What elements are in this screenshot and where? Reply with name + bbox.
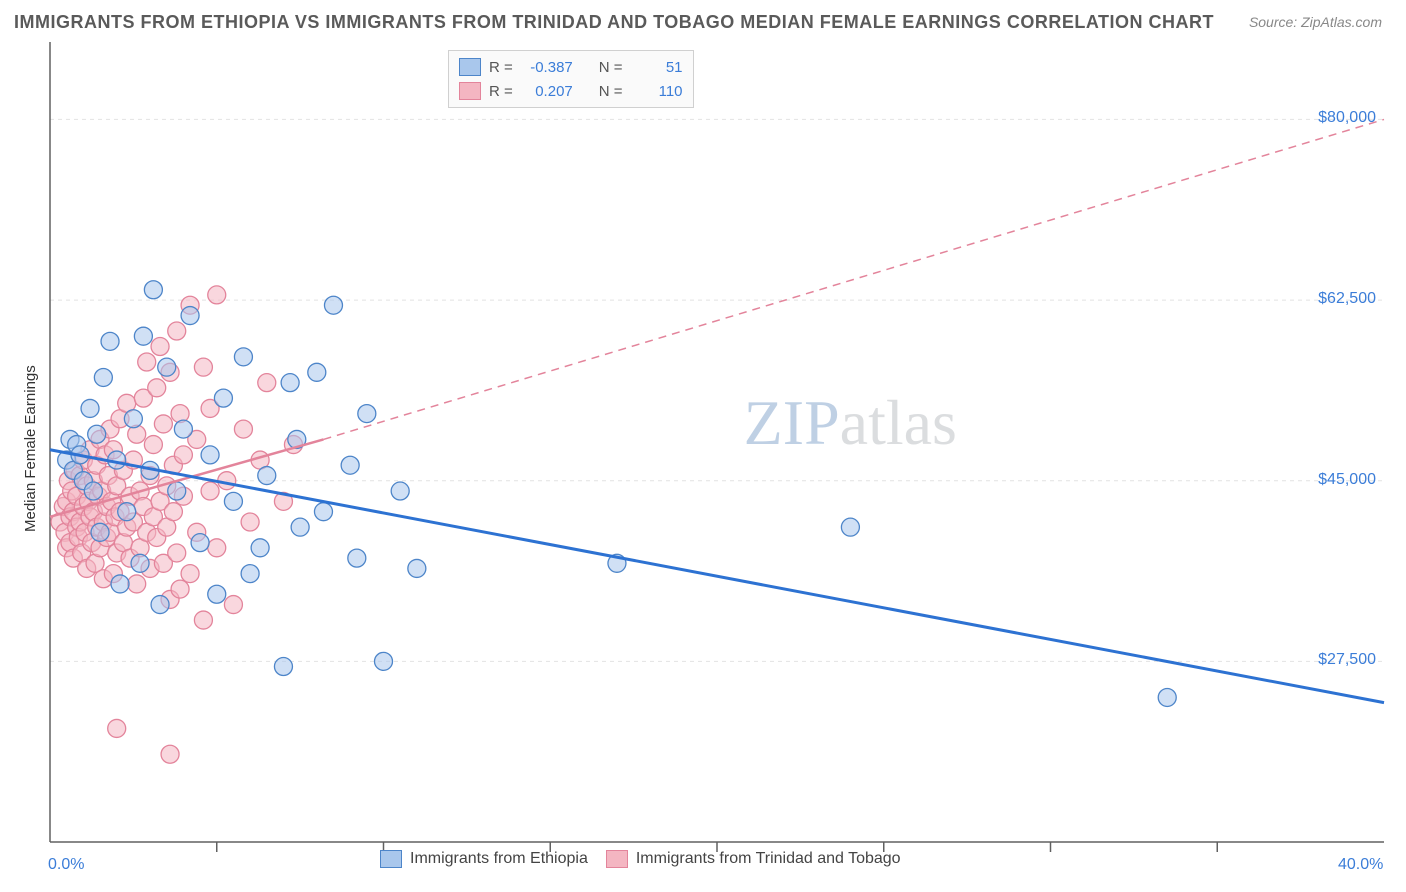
scatter-plot-svg <box>0 0 1406 892</box>
series-legend: Immigrants from Ethiopia Immigrants from… <box>380 850 901 868</box>
series-label-b: Immigrants from Trinidad and Tobago <box>636 850 901 868</box>
legend-r-key: R = <box>489 59 513 76</box>
series-legend-item-b: Immigrants from Trinidad and Tobago <box>606 850 901 868</box>
legend-n-val-a: 51 <box>631 59 683 76</box>
series-legend-item-a: Immigrants from Ethiopia <box>380 850 588 868</box>
legend-stats-row-a: R = -0.387 N = 51 <box>459 55 683 79</box>
legend-swatch-b <box>459 82 481 100</box>
x-tick-label-max: 40.0% <box>1338 856 1383 874</box>
legend-r-val-a: -0.387 <box>521 59 573 76</box>
chart-container: IMMIGRANTS FROM ETHIOPIA VS IMMIGRANTS F… <box>0 0 1406 892</box>
legend-r-val-b: 0.207 <box>521 83 573 100</box>
y-tick-label: $45,000 <box>1318 471 1376 489</box>
series-swatch-a <box>380 850 402 868</box>
x-tick-label-min: 0.0% <box>48 856 84 874</box>
legend-stats-row-b: R = 0.207 N = 110 <box>459 79 683 103</box>
legend-stats-box: R = -0.387 N = 51 R = 0.207 N = 110 <box>448 50 694 108</box>
legend-r-key: R = <box>489 83 513 100</box>
legend-n-key: N = <box>599 83 623 100</box>
y-tick-label: $62,500 <box>1318 290 1376 308</box>
legend-swatch-a <box>459 58 481 76</box>
legend-n-val-b: 110 <box>631 83 683 100</box>
y-tick-label: $27,500 <box>1318 651 1376 669</box>
series-label-a: Immigrants from Ethiopia <box>410 850 588 868</box>
y-axis-label: Median Female Earnings <box>22 365 39 532</box>
series-swatch-b <box>606 850 628 868</box>
legend-n-key: N = <box>599 59 623 76</box>
y-tick-label: $80,000 <box>1318 109 1376 127</box>
